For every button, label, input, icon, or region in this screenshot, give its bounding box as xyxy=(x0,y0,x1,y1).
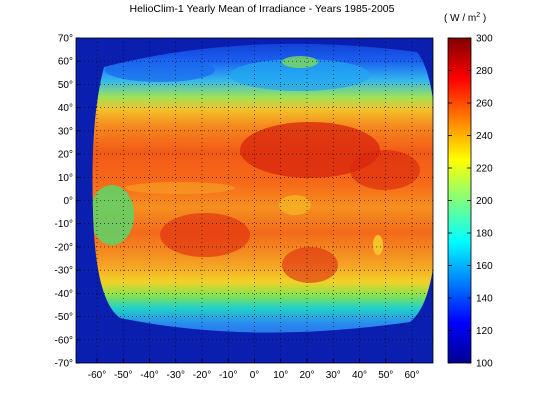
lat-tick-label: 40° xyxy=(58,103,73,114)
lon-tick-label: 40° xyxy=(352,370,367,381)
lon-tick-label: -30° xyxy=(167,370,185,381)
lon-tick-label: 50° xyxy=(378,370,393,381)
colorbar-tick-label: 220 xyxy=(476,164,493,175)
central-africa-cloud xyxy=(279,195,311,215)
lat-tick-label: -10° xyxy=(55,219,73,230)
latitude-tick-labels: 70° 60° 50° 40° 30° 20° 10° 0° -10° -20° -30° -40° -… xyxy=(55,34,73,370)
sahara-hotspot xyxy=(240,122,380,178)
lon-tick-label: 0° xyxy=(250,370,260,381)
lat-tick-label: -60° xyxy=(55,335,73,346)
lat-tick-label: 60° xyxy=(58,57,73,68)
lat-tick-label: 20° xyxy=(58,150,73,161)
itcz-cloud xyxy=(125,182,235,194)
arabia-hotspot xyxy=(350,150,420,190)
lon-tick-label: -60° xyxy=(88,370,106,381)
lon-tick-label: 60° xyxy=(404,370,419,381)
colorbar-tick-label: 300 xyxy=(476,34,493,45)
greenland-cloud xyxy=(282,56,318,68)
colorbar-tick-label: 100 xyxy=(476,359,493,370)
lon-tick-label: -20° xyxy=(193,370,211,381)
europe-cloud xyxy=(230,59,370,91)
lat-tick-label: -30° xyxy=(55,266,73,277)
lat-tick-label: 70° xyxy=(58,34,73,45)
lat-tick-label: 30° xyxy=(58,126,73,137)
south-atlantic-hotspot xyxy=(160,213,250,257)
north-atlantic-cloud xyxy=(105,58,215,82)
colorbar-tick-label: 140 xyxy=(476,294,493,305)
lat-tick-label: 10° xyxy=(58,173,73,184)
lat-tick-label: 0° xyxy=(63,196,73,207)
longitude-tick-labels: -60° -50° -40° -30° -20° -10° 0° 10° 20° 30° 40° 50… xyxy=(88,370,420,381)
chart-title: HelioClim-1 Yearly Mean of Irradiance - … xyxy=(130,3,395,15)
southern-africa-hotspot xyxy=(282,247,338,283)
colorbar-unit-text: ( W / m xyxy=(444,13,476,24)
lon-tick-label: 30° xyxy=(326,370,341,381)
colorbar-tick-label: 180 xyxy=(476,229,493,240)
lat-tick-label: -40° xyxy=(55,289,73,300)
colorbar-tick-label: 120 xyxy=(476,326,493,337)
lon-tick-label: -50° xyxy=(114,370,132,381)
lat-tick-label: -50° xyxy=(55,312,73,323)
colorbar-tick-label: 280 xyxy=(476,66,493,77)
colorbar-unit: ( W / m2 ) xyxy=(444,12,486,24)
irradiance-disk xyxy=(92,43,433,333)
lon-tick-label: 20° xyxy=(299,370,314,381)
lon-tick-label: -40° xyxy=(140,370,158,381)
colorbar-tick-label: 260 xyxy=(476,99,493,110)
amazon-cloud-band xyxy=(92,185,134,245)
colorbar-unit-sup: 2 xyxy=(476,12,480,19)
colorbar-ticks: 300 280 260 240 220 200 180 160 140 120 100 xyxy=(448,34,493,370)
lon-tick-label: -10° xyxy=(219,370,237,381)
lat-tick-label: -70° xyxy=(55,359,73,370)
colorbar-unit-close: ) xyxy=(480,13,486,24)
lon-tick-label: 10° xyxy=(273,370,288,381)
lat-tick-label: -20° xyxy=(55,242,73,253)
colorbar-tick-label: 200 xyxy=(476,196,493,207)
map-frame xyxy=(75,37,434,364)
colorbar-tick-label: 160 xyxy=(476,261,493,272)
lat-tick-label: 50° xyxy=(58,80,73,91)
madagascar-feature xyxy=(373,235,383,255)
colorbar-tick-label: 240 xyxy=(476,131,493,142)
